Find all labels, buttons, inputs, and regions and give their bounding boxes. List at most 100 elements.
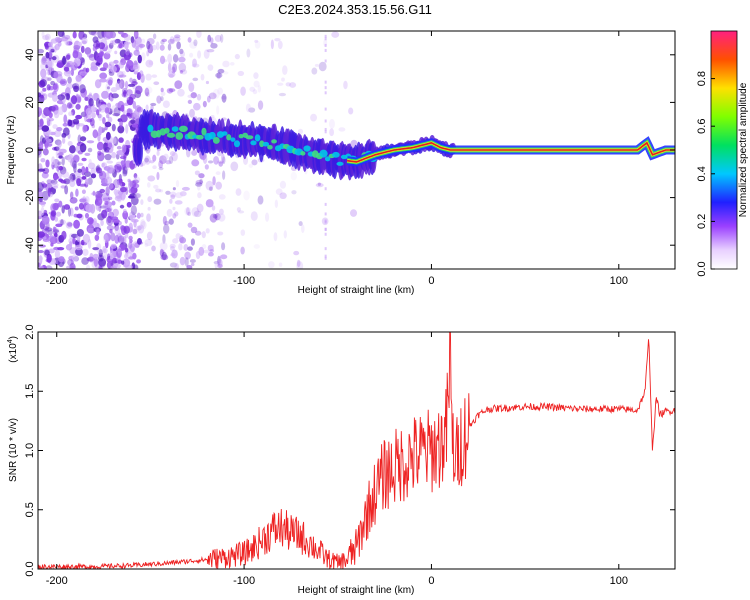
noise-speck <box>41 31 45 38</box>
noise-speck <box>73 219 81 229</box>
noise-speck <box>111 200 116 206</box>
noise-speck <box>133 49 140 56</box>
noise-speck <box>217 87 224 95</box>
noise-speck <box>214 260 218 269</box>
noise-speck <box>101 31 107 38</box>
noise-speck <box>190 262 195 267</box>
spectrogram-x-tick-label: 0 <box>428 275 434 287</box>
noise-speck <box>169 36 175 44</box>
noise-speck <box>174 262 179 269</box>
noise-speck <box>96 228 100 236</box>
noise-speck <box>74 244 83 251</box>
noise-speck <box>41 137 46 144</box>
noise-speck <box>120 32 129 38</box>
noise-speck <box>118 137 124 143</box>
noise-speck <box>111 257 118 264</box>
noise-speck <box>205 228 210 234</box>
noise-speck <box>47 59 53 68</box>
noise-speck <box>257 85 262 93</box>
ridge-blob <box>147 124 154 133</box>
noise-speck <box>110 265 117 269</box>
noise-speck <box>179 235 184 244</box>
noise-speck <box>185 207 190 216</box>
noise-speck <box>92 129 99 139</box>
noise-speck <box>206 49 215 53</box>
noise-speck <box>77 162 84 166</box>
noise-speck <box>41 190 49 201</box>
noise-speck <box>47 69 51 76</box>
colorbar-tick-label: 0.0 <box>696 261 708 276</box>
noise-speck <box>250 211 258 221</box>
noise-speck <box>189 108 195 118</box>
noise-speck <box>128 188 135 194</box>
noise-speck <box>170 194 176 200</box>
noise-speck <box>296 261 304 269</box>
noise-speck <box>217 231 224 236</box>
noise-speck <box>42 35 50 41</box>
noise-speck <box>184 206 192 216</box>
noise-speck <box>248 163 254 168</box>
noise-speck <box>206 95 211 103</box>
noise-speck <box>107 206 113 213</box>
noise-speck <box>209 186 213 191</box>
noise-speck <box>82 248 89 256</box>
ridge-blob <box>175 132 184 140</box>
noise-speck <box>155 41 160 51</box>
noise-speck <box>141 38 146 44</box>
noise-speck <box>171 66 176 74</box>
noise-speck <box>188 82 195 92</box>
noise-speck <box>81 257 89 265</box>
noise-speck <box>324 247 327 251</box>
noise-speck <box>192 58 197 68</box>
noise-speck <box>174 211 179 217</box>
noise-speck <box>67 141 73 147</box>
noise-speck <box>105 131 111 141</box>
noise-speck <box>310 113 318 122</box>
noise-speck <box>57 140 62 148</box>
noise-speck <box>140 161 146 166</box>
noise-speck <box>207 244 214 252</box>
noise-speck <box>184 251 191 260</box>
noise-speck <box>55 223 63 228</box>
noise-speck <box>162 100 170 109</box>
noise-speck <box>40 68 47 78</box>
noise-speck <box>197 192 202 199</box>
noise-speck <box>48 248 55 254</box>
noise-speck <box>253 244 260 249</box>
noise-speck <box>159 155 167 165</box>
noise-speck <box>195 179 204 185</box>
noise-speck <box>189 259 196 263</box>
noise-speck <box>100 219 104 227</box>
noise-speck <box>211 205 216 211</box>
noise-speck <box>166 208 173 217</box>
noise-speck <box>297 128 304 135</box>
noise-speck <box>41 55 47 64</box>
noise-speck <box>98 170 107 181</box>
noise-speck <box>196 203 204 213</box>
noise-speck <box>87 217 94 225</box>
noise-speck <box>87 227 95 233</box>
noise-speck <box>108 196 113 201</box>
noise-speck <box>112 113 120 117</box>
noise-speck <box>222 60 230 68</box>
noise-speck <box>156 95 162 104</box>
noise-speck <box>179 48 184 55</box>
noise-speck <box>120 186 127 193</box>
noise-speck <box>103 166 111 171</box>
noise-speck <box>55 149 60 159</box>
noise-speck <box>283 230 287 239</box>
noise-speck <box>160 40 165 45</box>
noise-speck <box>155 188 162 193</box>
noise-speck <box>168 218 174 225</box>
noise-speck <box>220 34 224 43</box>
noise-speck <box>159 241 168 251</box>
noise-speck <box>68 111 73 117</box>
ridge-blob <box>178 125 188 133</box>
noise-speck <box>133 193 141 199</box>
spectrogram-x-tick-label: 100 <box>610 275 628 287</box>
noise-speck <box>202 100 207 108</box>
noise-speck <box>133 264 139 269</box>
noise-speck <box>145 73 152 81</box>
noise-speck <box>76 178 82 187</box>
noise-speck <box>114 225 121 236</box>
